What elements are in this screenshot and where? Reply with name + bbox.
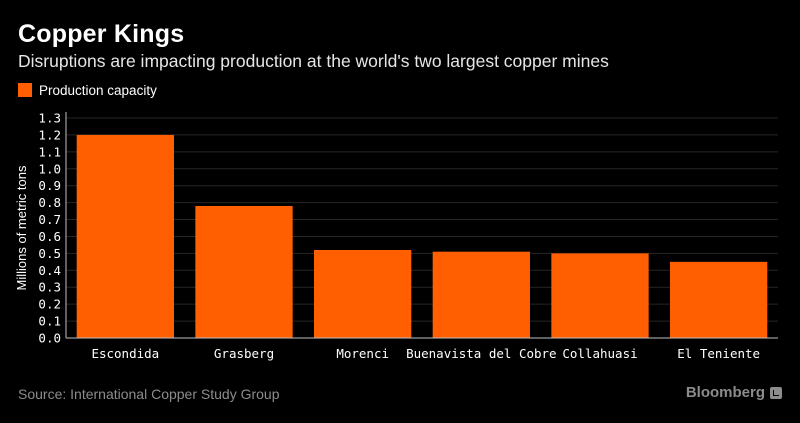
y-tick-label: 0.6 bbox=[38, 229, 61, 244]
bar bbox=[195, 206, 293, 338]
x-tick-label: Grasberg bbox=[214, 346, 274, 361]
x-tick-label: Buenavista del Cobre bbox=[406, 346, 557, 361]
chart-subtitle: Disruptions are impacting production at … bbox=[18, 51, 609, 71]
x-tick-label: Escondida bbox=[91, 346, 159, 361]
y-tick-label: 0.8 bbox=[38, 195, 61, 210]
chart-title: Copper Kings bbox=[18, 20, 185, 48]
brand-logo: Bloomberg bbox=[686, 384, 782, 401]
x-tick-label: Collahuasi bbox=[562, 346, 637, 361]
legend-swatch bbox=[18, 83, 32, 97]
grid-lines bbox=[66, 117, 778, 339]
y-tick-label: 0.0 bbox=[38, 331, 61, 346]
y-tick-label: 0.4 bbox=[38, 263, 61, 278]
y-tick-label: 0.1 bbox=[38, 314, 61, 329]
legend-label: Production capacity bbox=[39, 82, 157, 98]
bars bbox=[76, 134, 768, 338]
source-note: Source: International Copper Study Group bbox=[18, 386, 280, 402]
y-tick-label: 0.2 bbox=[38, 297, 61, 312]
x-tick-label: Morenci bbox=[336, 346, 389, 361]
bar bbox=[432, 251, 530, 338]
brand-name: Bloomberg bbox=[685, 384, 765, 401]
y-tick-label: 1.1 bbox=[38, 144, 61, 159]
legend: Production capacity bbox=[18, 82, 157, 98]
y-tick-label: 0.7 bbox=[38, 212, 61, 227]
bar bbox=[670, 261, 768, 338]
y-tick-label: 0.3 bbox=[38, 280, 61, 295]
bar bbox=[314, 250, 412, 338]
y-tick-label: 0.9 bbox=[38, 178, 61, 193]
y-tick-label: 0.5 bbox=[38, 246, 61, 261]
y-tick-label: 1.0 bbox=[38, 161, 61, 176]
bar bbox=[551, 253, 649, 338]
x-tick-label: El Teniente bbox=[677, 346, 760, 361]
y-tick-label: 1.3 bbox=[38, 111, 61, 126]
bloomberg-terminal-icon bbox=[770, 386, 782, 399]
y-tick-label: 1.2 bbox=[38, 127, 61, 142]
y-axis-label: Millions of metric tons bbox=[14, 165, 29, 290]
axes: 0.0 0.1 0.2 0.3 0.4 0.5 0.6 0.7 0.8 0.9 1.0 1.1 1.21… bbox=[38, 111, 778, 361]
bar bbox=[76, 134, 174, 338]
